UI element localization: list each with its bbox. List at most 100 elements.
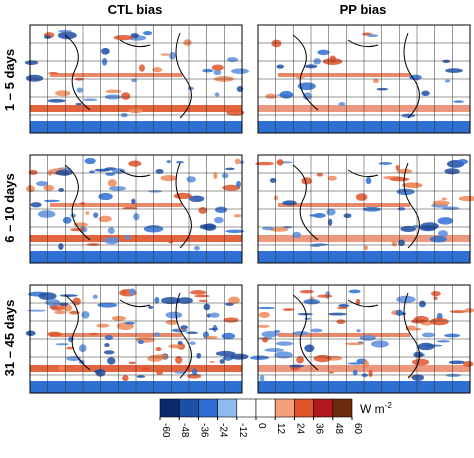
colorbar-tick-label: -24 [218, 423, 229, 438]
bias-patch [405, 325, 416, 330]
bias-patch [160, 174, 178, 182]
bias-patch [104, 237, 120, 245]
bias-patch [47, 99, 66, 103]
bias-patch [177, 341, 183, 345]
bias-patch [221, 332, 236, 340]
bias-patch [279, 90, 294, 99]
bias-patch [113, 34, 134, 41]
bias-patch [168, 344, 184, 349]
bias-patch [236, 180, 241, 188]
bias-patch [43, 184, 55, 191]
bias-patch [338, 102, 346, 107]
bias-patch [186, 331, 199, 335]
mid-stripe [50, 203, 182, 207]
bias-patch [152, 67, 163, 73]
bias-patch [457, 159, 469, 165]
bias-patch [205, 335, 218, 340]
bias-patch [289, 364, 305, 368]
mid-stripe [50, 333, 182, 337]
bias-patch [92, 294, 98, 299]
bias-patch [128, 361, 136, 365]
bias-patch [198, 206, 208, 214]
bias-patch [97, 302, 118, 308]
bias-patch [69, 310, 80, 315]
bias-patch [208, 328, 219, 331]
bias-patch [25, 330, 36, 336]
bias-patch [189, 341, 196, 345]
bias-patch [214, 92, 220, 97]
bias-patch [442, 59, 451, 64]
bias-patch [445, 68, 463, 73]
bias-patch [59, 302, 69, 306]
panel-frame [29, 24, 243, 134]
bias-patch [313, 354, 332, 363]
bias-patch [292, 331, 310, 336]
bias-patch [36, 180, 49, 187]
bias-patch [370, 340, 389, 348]
bias-patch [261, 226, 274, 231]
coastline [64, 162, 192, 249]
bias-patch [418, 300, 426, 308]
bias-patch [411, 358, 430, 366]
bias-patch [326, 208, 336, 216]
colorbar-tick-label: -60 [160, 423, 171, 438]
bias-patch [86, 243, 101, 246]
bias-patch [396, 168, 413, 174]
bias-patch [57, 29, 72, 33]
coastline [64, 32, 192, 119]
bias-patch [362, 206, 381, 212]
bias-patch [464, 308, 474, 313]
bias-patch [213, 69, 222, 76]
bias-patch [124, 234, 131, 240]
bias-patch [128, 160, 142, 167]
bias-patch [219, 359, 225, 364]
mid-stripe [278, 333, 410, 337]
bias-patch [165, 319, 179, 325]
bias-patch [225, 167, 235, 171]
bias-patch [81, 311, 90, 319]
bias-patch [214, 206, 228, 214]
bias-patch [261, 331, 279, 338]
bias-patch [366, 34, 379, 38]
bias-patch [105, 89, 122, 94]
bias-patch [24, 60, 39, 65]
bias-patch [433, 296, 438, 301]
bias-patch [269, 227, 289, 232]
bias-patch [85, 211, 90, 215]
bias-patch [80, 202, 86, 205]
bias-patch [196, 352, 202, 359]
colorbar-bin [159, 398, 180, 418]
bias-patch [230, 353, 249, 360]
bias-patch [189, 290, 207, 295]
bias-patch [226, 109, 245, 116]
bias-patch [363, 245, 369, 251]
bias-patch [336, 306, 348, 310]
bias-patch [271, 39, 282, 48]
bias-patch [228, 296, 240, 304]
bias-patch [258, 311, 270, 318]
bias-patch [167, 240, 174, 244]
bias-patch [444, 79, 451, 83]
bias-patch [58, 365, 65, 372]
bias-patch [93, 212, 99, 219]
mid-stripe [50, 73, 182, 77]
bias-patch [336, 319, 346, 324]
map-panel [249, 284, 474, 394]
bias-patch [233, 214, 242, 218]
bias-patch [211, 64, 224, 71]
bias-patch [45, 299, 61, 307]
bias-patch [84, 157, 96, 165]
coastline [292, 32, 420, 119]
bias-patch [338, 303, 350, 308]
bias-patch [89, 332, 99, 336]
panel-frame [29, 154, 243, 264]
bias-patch [222, 184, 241, 191]
colorbar-tick-label: 12 [275, 423, 286, 435]
bias-patch [89, 170, 96, 174]
bias-patch [131, 78, 137, 83]
bias-patch [215, 350, 236, 357]
bias-patch [121, 289, 127, 295]
column-title: CTL bias [108, 2, 163, 17]
bias-patch [441, 197, 447, 201]
